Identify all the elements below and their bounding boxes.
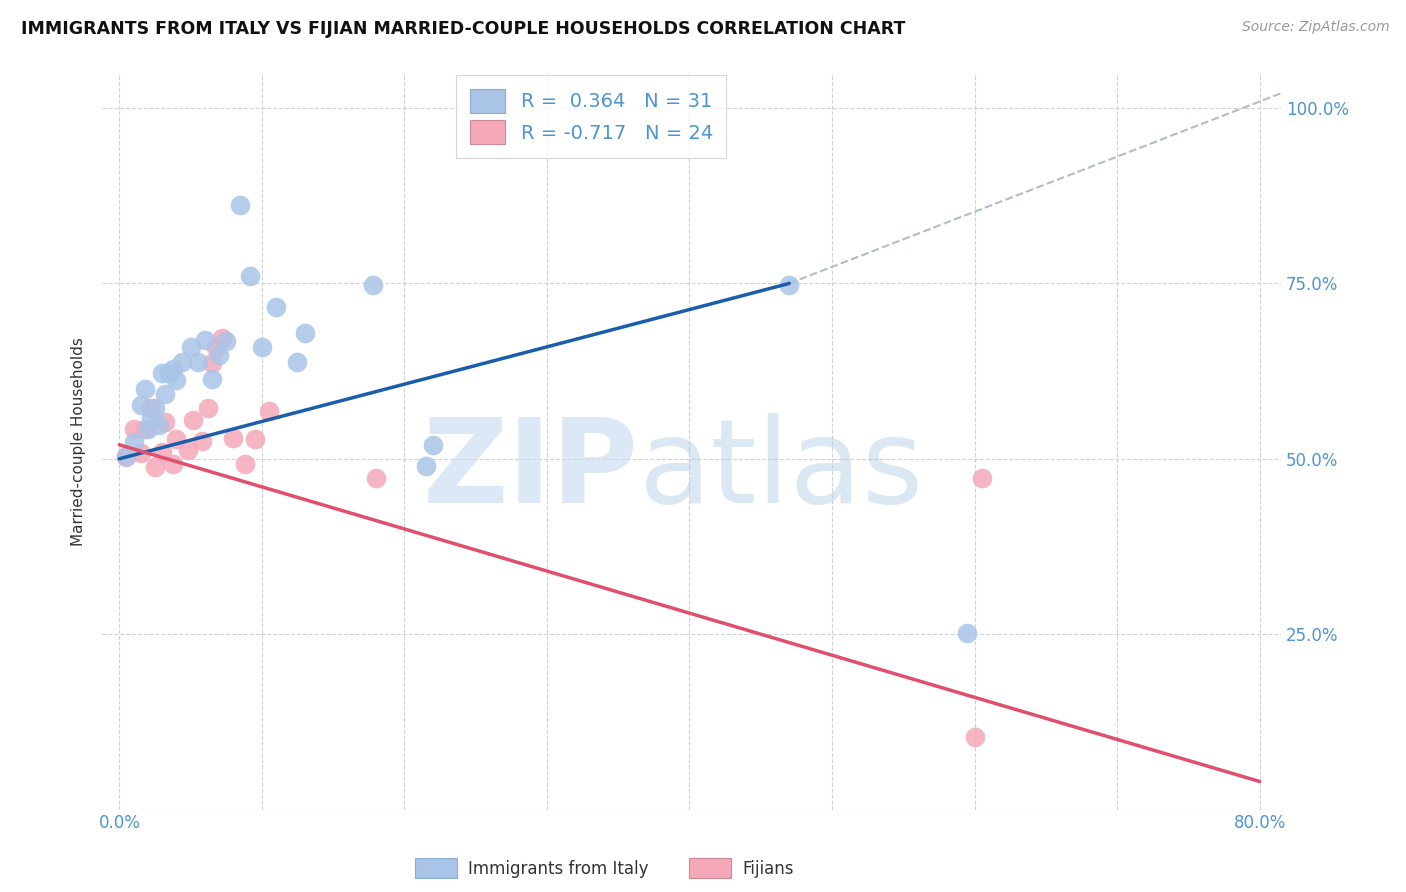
Point — [194, 333, 217, 347]
Point — [115, 450, 138, 465]
Point — [139, 411, 162, 425]
Point — [177, 443, 200, 458]
Point — [197, 401, 219, 416]
Point — [162, 458, 184, 472]
Point — [150, 366, 173, 380]
Point — [143, 460, 166, 475]
Point — [287, 355, 309, 369]
Point — [208, 348, 231, 362]
Point — [239, 269, 262, 284]
Point — [136, 422, 159, 436]
Point — [153, 415, 176, 429]
Point — [187, 355, 209, 369]
Point — [191, 434, 214, 448]
Point — [148, 418, 170, 433]
Text: IMMIGRANTS FROM ITALY VS FIJIAN MARRIED-COUPLE HOUSEHOLDS CORRELATION CHART: IMMIGRANTS FROM ITALY VS FIJIAN MARRIED-… — [21, 20, 905, 37]
Point — [243, 432, 266, 446]
Point — [264, 300, 287, 314]
Text: Fijians: Fijians — [742, 860, 794, 878]
Point — [294, 326, 316, 340]
Point — [183, 412, 205, 426]
Point — [233, 458, 256, 472]
Point — [165, 373, 187, 387]
Point — [139, 401, 162, 416]
Text: atlas: atlas — [638, 413, 924, 528]
Point — [778, 277, 800, 292]
Point — [165, 432, 187, 446]
Point — [956, 625, 979, 640]
Point — [215, 334, 238, 348]
Point — [361, 277, 384, 292]
Y-axis label: Married-couple Households: Married-couple Households — [72, 337, 86, 546]
Point — [153, 387, 176, 401]
Point — [963, 730, 986, 744]
Point — [162, 362, 184, 376]
Point — [122, 422, 145, 436]
Point — [422, 438, 444, 452]
Text: Source: ZipAtlas.com: Source: ZipAtlas.com — [1241, 20, 1389, 34]
Point — [415, 458, 437, 473]
Point — [157, 366, 180, 380]
Point — [115, 449, 138, 463]
Point — [201, 356, 224, 370]
Text: ZIP: ZIP — [423, 413, 638, 528]
Point — [129, 446, 152, 460]
Point — [122, 434, 145, 449]
Point — [364, 471, 387, 485]
Point — [170, 355, 193, 369]
Point — [134, 382, 156, 396]
Point — [201, 372, 224, 386]
Text: Immigrants from Italy: Immigrants from Italy — [468, 860, 648, 878]
Point — [257, 404, 280, 418]
Point — [180, 340, 202, 354]
Point — [143, 401, 166, 416]
Point — [129, 399, 152, 413]
Point — [205, 340, 228, 354]
Point — [134, 422, 156, 436]
Point — [222, 431, 245, 445]
Point — [150, 444, 173, 458]
Legend: R =  0.364   N = 31, R = -0.717   N = 24: R = 0.364 N = 31, R = -0.717 N = 24 — [457, 75, 727, 158]
Point — [229, 198, 252, 212]
Point — [970, 471, 993, 485]
Point — [250, 340, 273, 354]
Point — [211, 331, 233, 345]
